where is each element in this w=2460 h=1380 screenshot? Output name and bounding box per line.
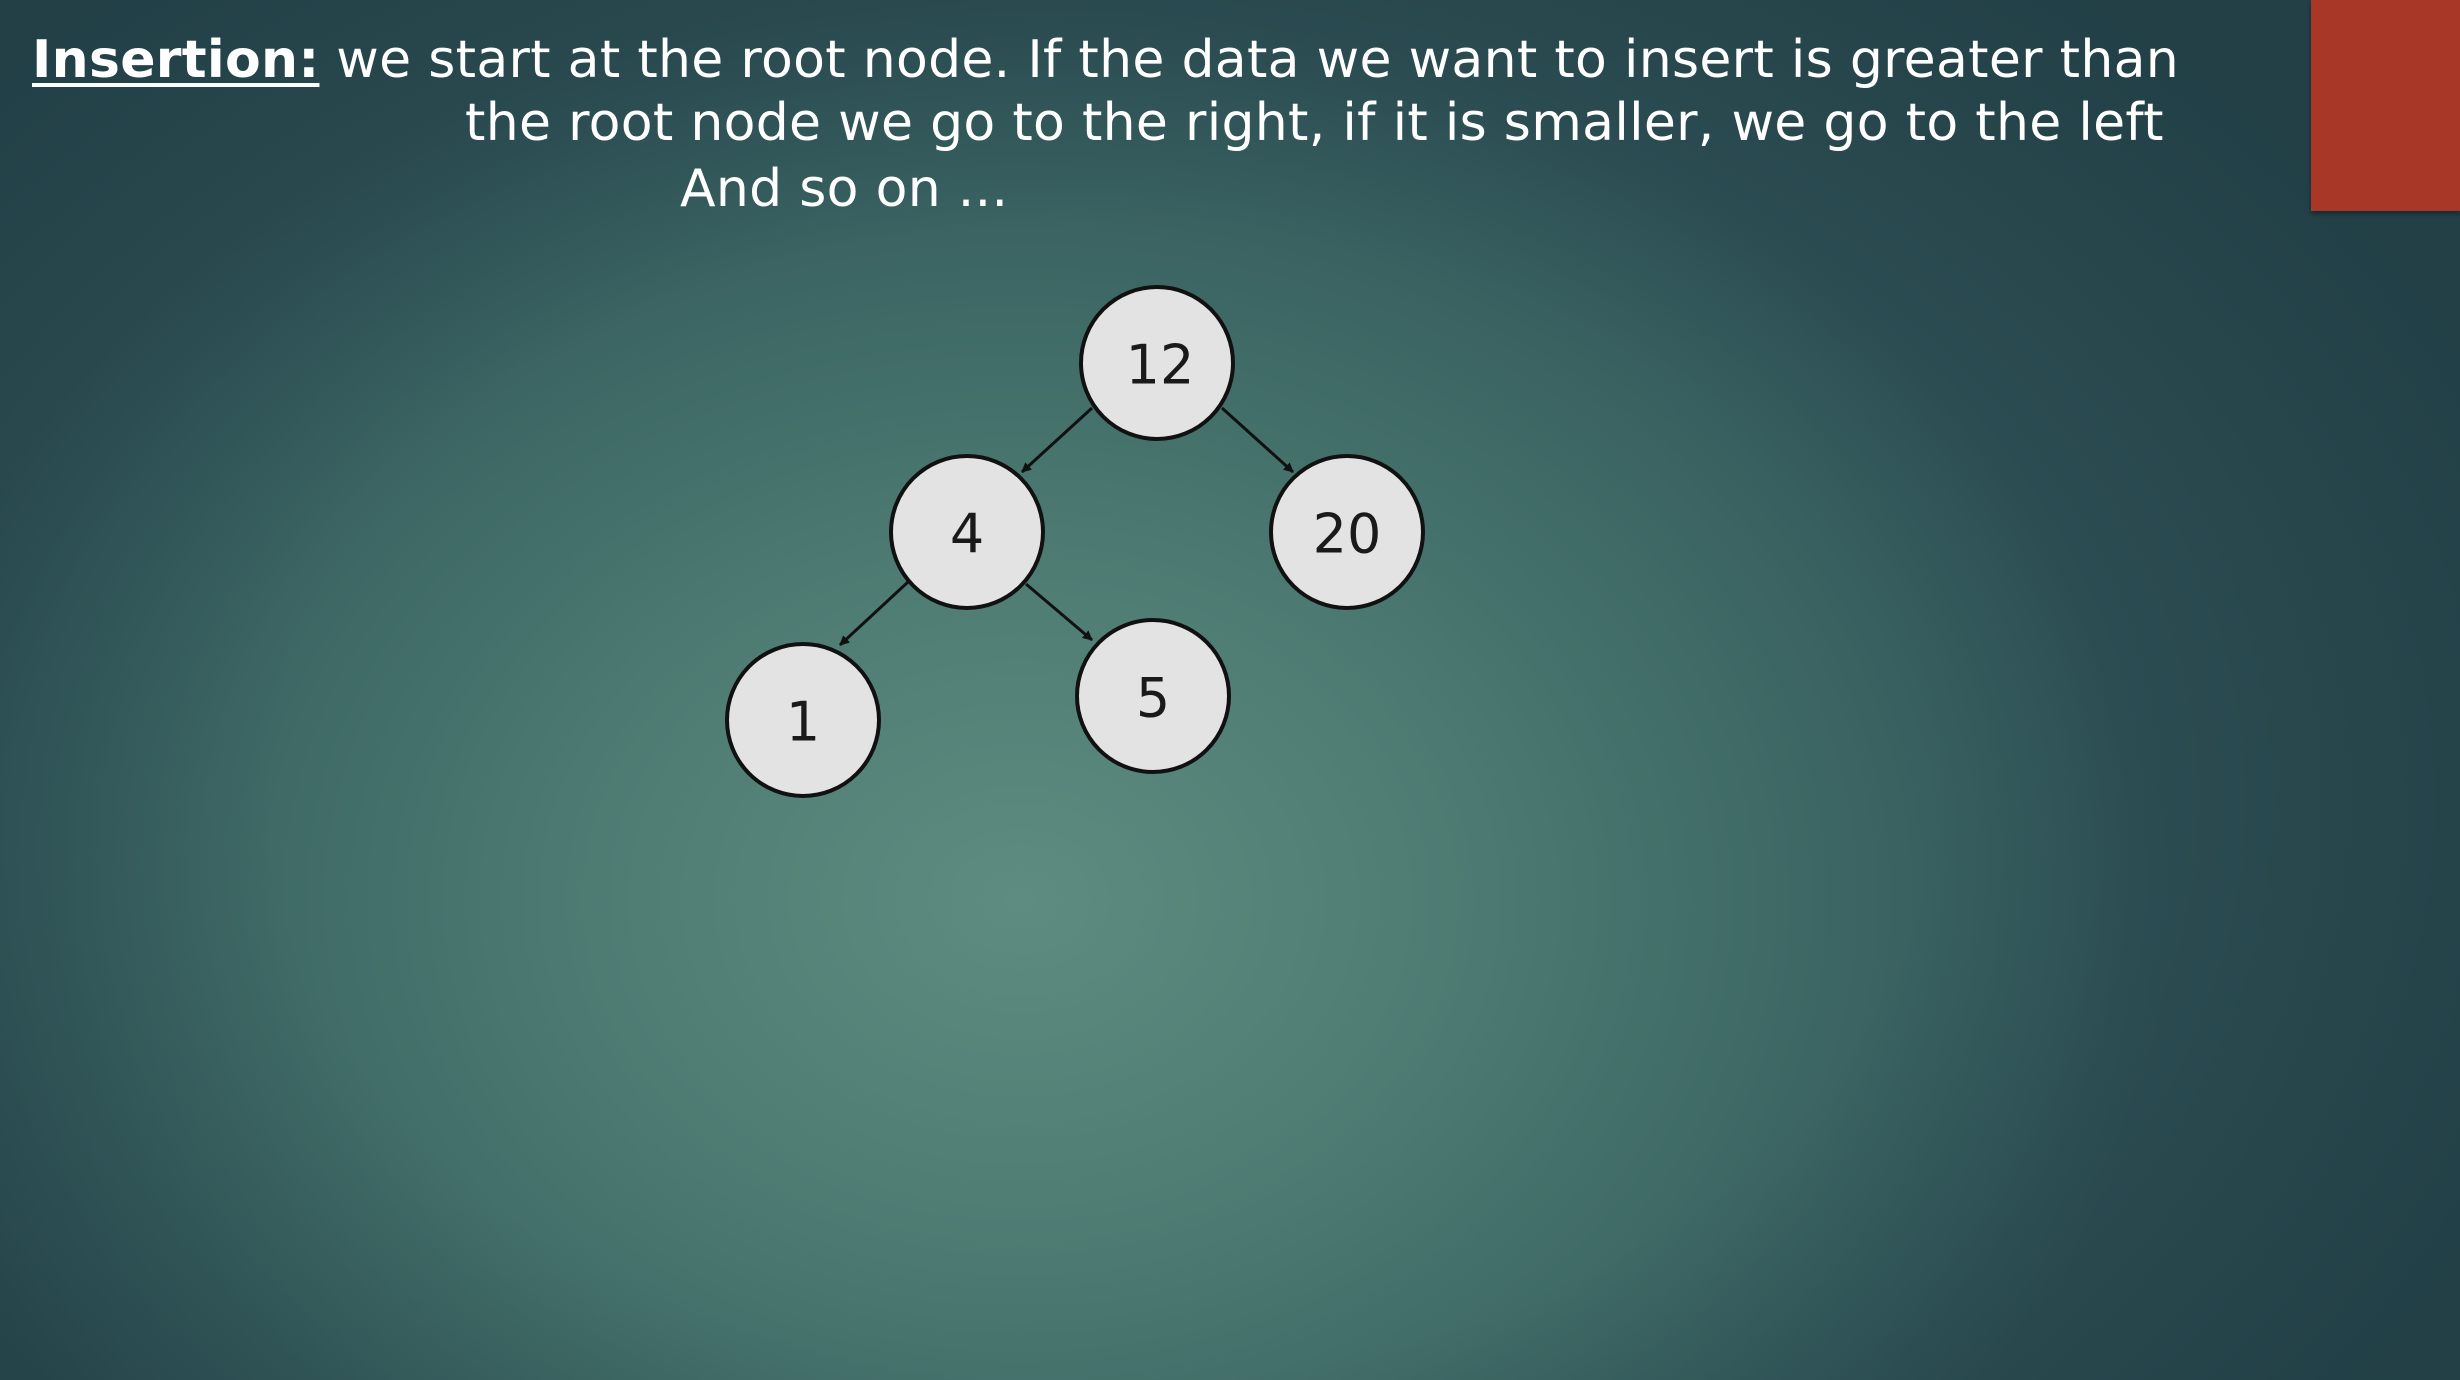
tree-node-value: 5 (1136, 667, 1170, 730)
edge-12-to-4 (1020, 406, 1094, 474)
tree-node-value: 12 (1126, 334, 1195, 397)
accent-block (2311, 0, 2460, 211)
description-line-1-text: we start at the root node. If the data w… (319, 30, 2179, 90)
tree-node-circle (1269, 454, 1425, 610)
edge-12-to-20 (1220, 406, 1295, 474)
tree-node-4: 4 (889, 454, 1045, 610)
tree-node-20: 20 (1269, 454, 1425, 610)
tree-node-circle (725, 642, 881, 798)
tree-node-circle (1075, 618, 1231, 774)
tree-node-1: 1 (725, 642, 881, 798)
edge-4-to-5 (1025, 582, 1093, 642)
description-line-1: Insertion: we start at the root node. If… (32, 29, 2179, 91)
tree-node-value: 4 (950, 503, 984, 566)
tree-node-circle (889, 454, 1045, 610)
description-line-2: the root node we go to the right, if it … (465, 93, 2164, 153)
tree-node-value: 20 (1313, 503, 1382, 566)
tree-node-5: 5 (1075, 618, 1231, 774)
description-line-3: And so on ... (680, 159, 1009, 219)
tree-node-circle (1079, 285, 1235, 441)
tree-node-12: 12 (1079, 285, 1235, 441)
insertion-label: Insertion: (32, 30, 320, 90)
tree-node-value: 1 (786, 691, 820, 754)
edge-4-to-1 (838, 580, 910, 647)
